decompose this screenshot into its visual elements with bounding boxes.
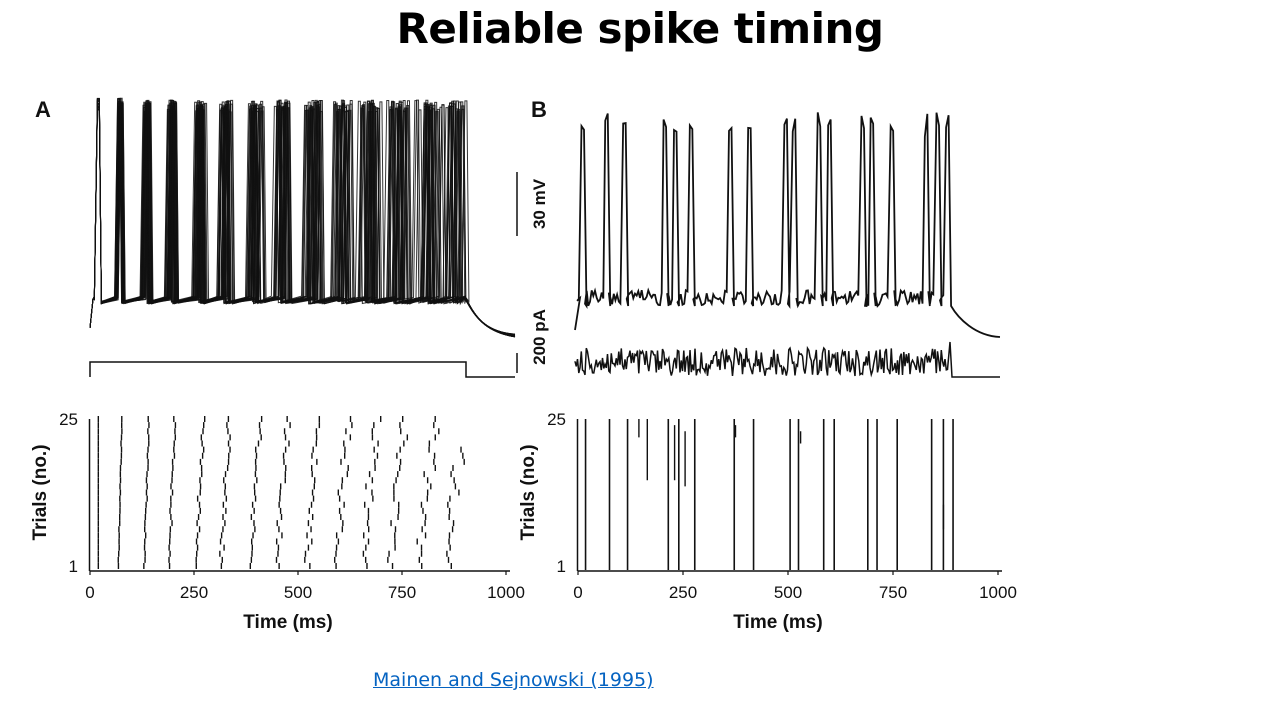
y-tick-label: 25 xyxy=(547,410,566,429)
voltage-trace xyxy=(574,112,1001,338)
voltage-scale-label: 30 mV xyxy=(530,178,549,229)
x-tick-label: 500 xyxy=(284,583,312,602)
panel-b-voltage-trace xyxy=(574,112,1001,338)
panel-b-label: B xyxy=(531,97,547,122)
panel-a-stimulus-trace xyxy=(89,361,515,378)
x-tick-label: 250 xyxy=(669,583,697,602)
x-tick-label: 750 xyxy=(879,583,907,602)
stimulus-trace xyxy=(574,341,1000,378)
x-axis-label: Time (ms) xyxy=(243,612,332,633)
current-scale-label: 200 pA xyxy=(530,309,549,365)
slide-title: Reliable spike timing xyxy=(396,4,885,53)
panel-a-raster xyxy=(97,416,465,569)
y-axis-label: Trials (no.) xyxy=(518,444,539,540)
citation-link[interactable]: Mainen and Sejnowski (1995) xyxy=(373,669,654,691)
x-tick-label: 0 xyxy=(85,583,94,602)
y-tick-label: 1 xyxy=(557,557,566,576)
y-axis-label: Trials (no.) xyxy=(30,444,51,540)
panel-b-stimulus-trace xyxy=(574,341,1000,378)
y-tick-label: 25 xyxy=(59,410,78,429)
x-tick-label: 1000 xyxy=(487,583,525,602)
x-tick-label: 0 xyxy=(573,583,582,602)
x-tick-label: 750 xyxy=(388,583,416,602)
panel-a-label: A xyxy=(35,97,51,122)
x-tick-label: 250 xyxy=(180,583,208,602)
voltage-trace xyxy=(89,99,516,336)
x-axis-label: Time (ms) xyxy=(733,612,822,633)
panel-a-voltage-traces xyxy=(89,97,516,338)
panel-b-raster xyxy=(584,419,954,570)
y-tick-label: 1 xyxy=(69,557,78,576)
panel-a-axes: 0 250 500 750 1000 1 25 Trials (no.) Time (ms) xyxy=(30,410,525,633)
x-tick-label: 1000 xyxy=(979,583,1017,602)
panel-b-axes: 0 250 500 750 1000 1 25 Trials (no.) Time (ms) xyxy=(518,410,1017,633)
x-tick-label: 500 xyxy=(774,583,802,602)
